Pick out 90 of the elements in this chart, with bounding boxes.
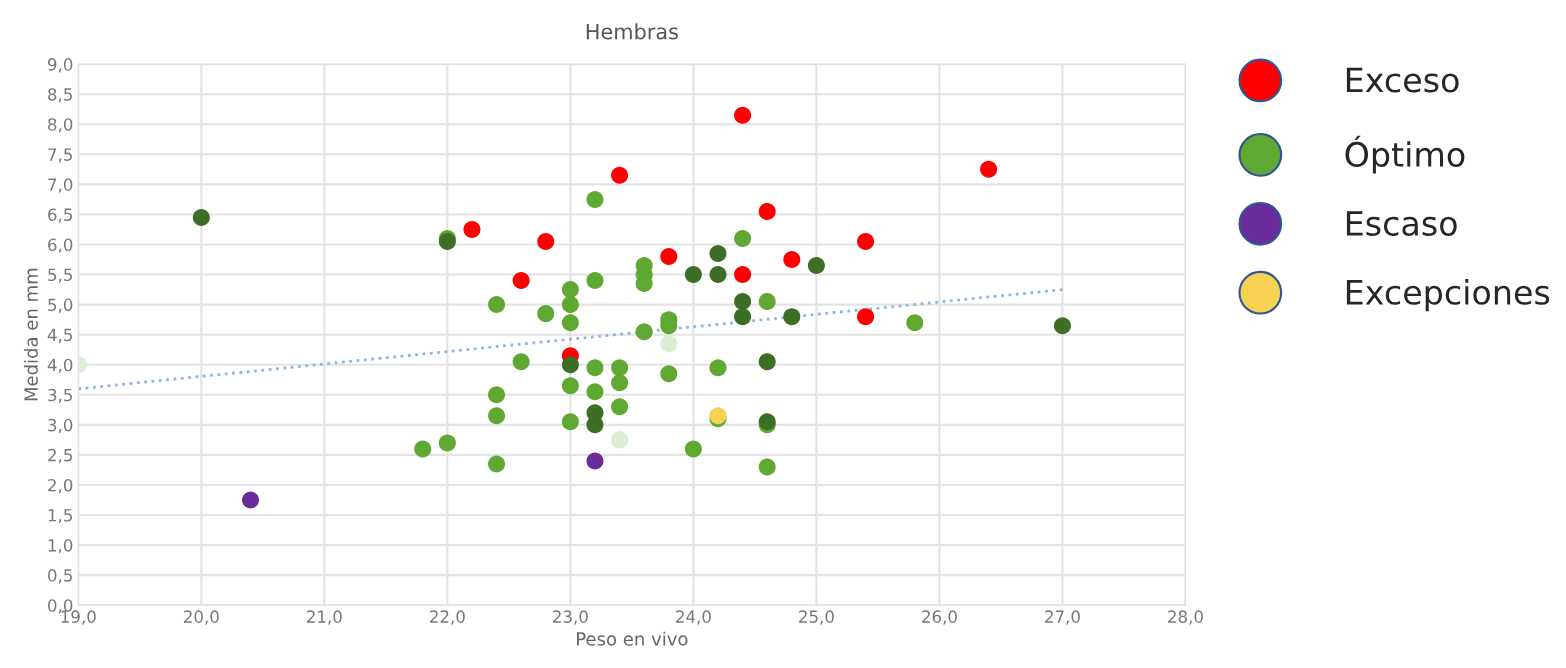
point [660,365,678,383]
point [783,308,801,326]
x-tick-label: 23,0 [553,610,588,625]
y-tick-label: 2,5 [48,448,72,464]
point [857,232,875,250]
point [660,248,678,266]
legend-label: Excepciones [1346,279,1550,312]
x-tick-label: 26,0 [922,610,957,625]
y-tick-label: 5,0 [48,298,73,313]
legend-label: Escaso [1346,211,1457,236]
point [857,308,875,326]
point [242,491,260,509]
y-tick-label: 3,5 [48,388,72,404]
point [709,266,727,284]
point [463,220,481,238]
legend-label: Óptimo [1345,135,1465,174]
point [586,190,604,208]
y-tick-label: 1,0 [48,539,73,554]
point [561,296,579,314]
point [488,455,506,473]
point [758,293,776,311]
x-tick-label: 22,0 [430,610,465,625]
point [734,308,752,326]
point [635,323,653,341]
point [980,160,998,178]
x-tick-label: 20,0 [183,610,219,625]
point [611,359,629,377]
point [684,266,702,284]
point [906,314,924,332]
y-tick-label: 6,5 [48,208,72,223]
point [438,434,456,452]
point [734,293,752,311]
y-tick-label: 1,5 [48,509,72,524]
y-tick-label: 9,0 [47,58,73,73]
x-axis-title: Peso en vivo [577,631,688,646]
y-tick-label: 7,0 [48,178,73,193]
y-tick-label: 6,0 [48,238,73,253]
point [709,245,727,263]
point [611,166,629,184]
y-tick-label: 8,0 [48,118,73,133]
point [488,407,506,425]
point [488,386,506,404]
legend-label: Exceso [1346,67,1459,93]
x-tick-label: 25,0 [799,610,834,625]
point [192,208,210,226]
x-tick-label: 28,0 [1168,610,1203,625]
y-tick-label: 7,5 [48,148,72,163]
point [586,359,604,377]
chart-title: Hembras [586,23,678,40]
point [611,398,629,416]
x-tick-label: 21,0 [307,610,342,625]
y-tick-label: 4,5 [47,328,72,343]
point [783,251,801,269]
point [734,106,752,124]
y-tick-label: 3,0 [48,418,73,434]
point [758,353,776,371]
point [807,257,825,275]
point [734,266,752,284]
point [537,305,555,323]
point [537,232,555,250]
point [512,272,530,290]
point [758,458,776,476]
point [561,356,579,374]
point [586,452,604,470]
x-tick-label: 24,0 [676,610,711,625]
y-tick-label: 0,5 [48,569,72,584]
point [586,272,604,290]
point [709,359,727,377]
point [684,440,702,458]
x-tick-label: 27,0 [1045,610,1080,625]
point [586,383,604,401]
y-tick-label: 8,5 [48,88,72,103]
point [561,377,579,395]
point [414,440,432,458]
point [611,431,629,449]
point [1053,317,1071,335]
point [586,416,604,434]
y-tick-label: 2,0 [48,478,73,494]
point [660,335,678,353]
y-tick-label: 5,5 [48,268,72,283]
point [512,353,530,371]
y-tick-label: 4,0 [47,358,73,373]
point [488,296,506,314]
point [561,314,579,332]
point [758,202,776,220]
point [561,281,579,299]
point [734,229,752,247]
point [611,374,629,392]
point [561,413,579,431]
y-axis-title: Medida en mm [23,268,38,401]
